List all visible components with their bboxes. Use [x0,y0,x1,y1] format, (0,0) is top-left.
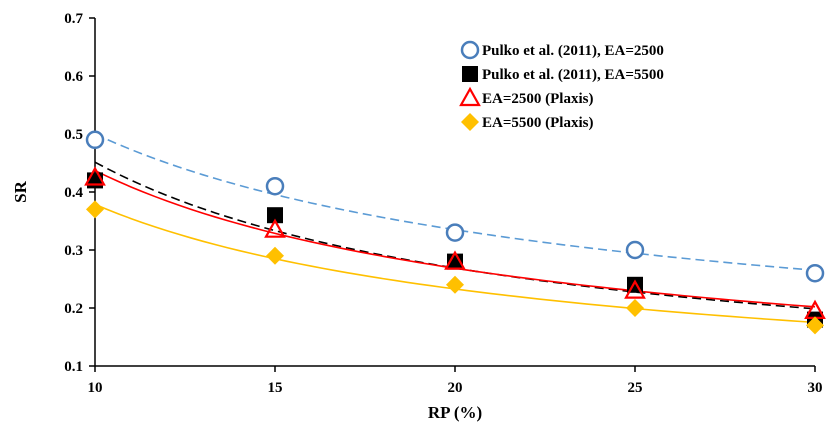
data-point-series-4 [626,299,644,317]
data-point-series-2 [267,207,283,224]
data-point-series-3 [444,250,466,270]
data-point-series-1 [85,130,105,150]
x-tick-label: 15 [268,380,283,396]
x-tick-label: 25 [628,380,643,396]
legend-marker-series-2 [462,66,478,82]
y-tick-label: 0.6 [64,69,83,85]
axes [94,18,815,367]
legend-marker-series-1 [460,40,480,60]
y-tick-label: 0.3 [64,243,83,259]
data-points [84,130,826,335]
trendline-series-2 [94,161,816,310]
x-axis-title: RP (%) [428,403,482,422]
ticks: 0.1 0.2 0.3 0.4 0.5 0.6 0.7 10 15 20 25 30 [64,11,822,396]
data-point-series-3 [264,218,286,238]
x-tick-label: 20 [448,380,463,396]
data-point-series-1 [805,263,825,283]
legend-label-series-1: Pulko et al. (2011), EA=2500 [482,43,664,59]
legend-marker-series-3 [459,86,481,107]
data-point-series-1 [265,176,285,196]
x-tick-label: 30 [808,380,823,396]
legend-marker-series-4 [461,113,479,131]
y-tick-label: 0.7 [64,11,83,27]
data-point-series-4 [446,275,464,294]
data-point-series-3 [84,166,106,186]
y-tick-label: 0.2 [64,301,83,317]
data-point-series-1 [445,223,465,242]
y-tick-label: 0.4 [64,185,83,201]
legend-label-series-4: EA=5500 (Plaxis) [482,115,593,131]
data-point-series-4 [86,200,104,219]
y-tick-label: 0.5 [64,127,83,143]
legend-label-series-3: EA=2500 (Plaxis) [482,91,593,107]
data-point-series-1 [625,240,645,260]
data-point-series-3 [624,279,646,299]
x-tick-label: 10 [88,380,103,396]
legend-label-series-2: Pulko et al. (2011), EA=5500 [482,67,664,83]
y-axis-title: SR [11,180,30,202]
trendline-series-1 [94,133,816,272]
data-point-series-4 [266,246,284,265]
y-tick-label: 0.1 [64,359,83,375]
data-point-series-4 [806,316,824,335]
legend: Pulko et al. (2011), EA=2500 Pulko et al.… [459,40,664,131]
